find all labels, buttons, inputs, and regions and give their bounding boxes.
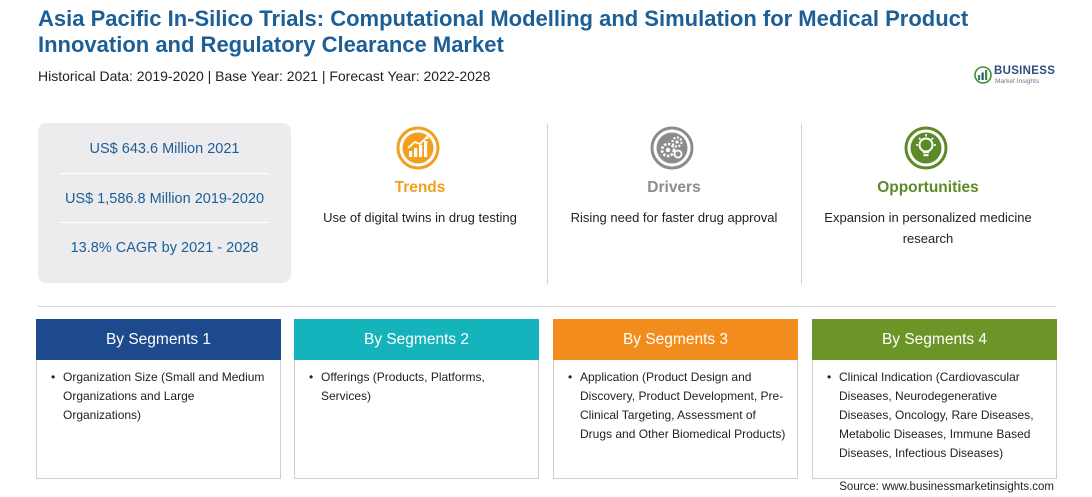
segment-card-4: By Segments 4 • Clinical Indication (Car…: [812, 319, 1057, 479]
column-divider: [801, 124, 802, 284]
segment-1-heading: By Segments 1: [36, 319, 281, 360]
lightbulb-icon: [904, 126, 948, 170]
segment-2-text: Offerings (Products, Platforms, Services…: [321, 370, 485, 403]
market-size-historical: US$ 1,586.8 Million 2019-2020: [64, 191, 265, 207]
logo-globe-icon: [974, 66, 992, 84]
cagr-value: 13.8% CAGR by 2021 - 2028: [70, 240, 259, 256]
drivers-heading: Drivers: [647, 179, 701, 196]
stats-divider: [60, 173, 269, 174]
section-divider: [38, 306, 1056, 307]
logo-name: BUSINESS: [994, 65, 1056, 77]
segment-4-text: Clinical Indication (Cardiovascular Dise…: [839, 370, 1034, 460]
drivers-card: Drivers Rising need for faster drug appr…: [548, 124, 800, 284]
source-credit: Source: www.businessmarketinsights.com: [839, 481, 1054, 493]
stats-divider: [60, 222, 269, 223]
opportunities-card: Opportunities Expansion in personalized …: [802, 124, 1054, 284]
gears-icon: [650, 126, 694, 170]
bullet: •: [309, 370, 314, 384]
trends-text: Use of digital twins in drug testing: [323, 210, 517, 225]
report-period-subtitle: Historical Data: 2019-2020 | Base Year: …: [38, 68, 491, 84]
growth-chart-icon: [396, 126, 440, 170]
drivers-text: Rising need for faster drug approval: [570, 210, 778, 225]
segment-card-1: By Segments 1 • Organization Size (Small…: [36, 319, 281, 479]
opportunities-text: Expansion in personalized medicine resea…: [824, 210, 1032, 246]
column-divider: [547, 124, 548, 284]
business-market-insights-logo: BUSINESS Market Insights: [974, 64, 1064, 88]
bullet: •: [568, 370, 573, 384]
trends-card: Trends Use of digital twins in drug test…: [294, 124, 546, 284]
segment-card-2: By Segments 2 • Offerings (Products, Pla…: [294, 319, 539, 479]
trends-heading: Trends: [394, 179, 446, 196]
logo-tagline: Market Insights: [995, 78, 1040, 85]
segment-4-heading: By Segments 4: [812, 319, 1057, 360]
segment-1-text: Organization Size (Small and Medium Orga…: [63, 370, 265, 422]
page-title: Asia Pacific In-Silico Trials: Computati…: [38, 6, 969, 57]
bullet: •: [827, 370, 832, 384]
opportunities-heading: Opportunities: [877, 179, 979, 196]
segment-3-text: Application (Product Design and Discover…: [580, 370, 786, 441]
market-stats-panel: US$ 643.6 Million 2021 US$ 1,586.8 Milli…: [38, 123, 291, 283]
bullet: •: [51, 370, 56, 384]
segment-card-3: By Segments 3 • Application (Product Des…: [553, 319, 798, 479]
segment-3-heading: By Segments 3: [553, 319, 798, 360]
market-size-2021: US$ 643.6 Million 2021: [89, 141, 240, 157]
segment-2-heading: By Segments 2: [294, 319, 539, 360]
